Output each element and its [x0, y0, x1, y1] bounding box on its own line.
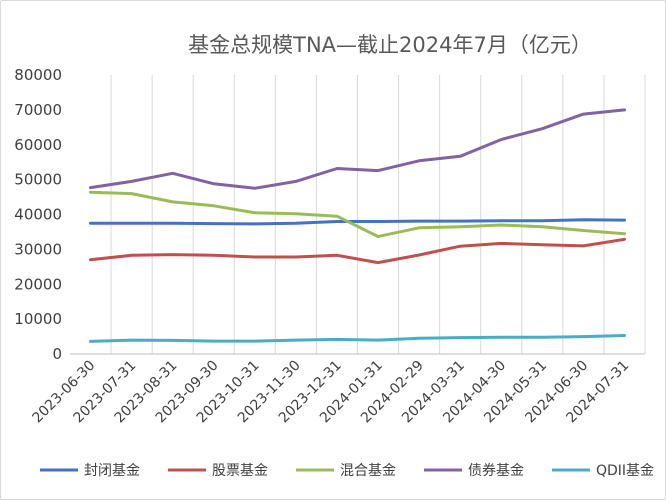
y-tick-label: 30000: [14, 240, 62, 258]
y-tick-label: 0: [52, 345, 62, 363]
legend-label: 股票基金: [212, 462, 268, 479]
series-line-混合基金: [89, 190, 626, 238]
y-tick-label: 20000: [14, 275, 62, 293]
legend: 封闭基金 股票基金 混合基金 债券基金 QDII基金: [40, 462, 654, 479]
series-line-封闭基金: [89, 218, 626, 226]
legend-label: 封闭基金: [84, 462, 140, 479]
series-lines: [89, 108, 626, 343]
y-tick-label: 10000: [14, 310, 62, 328]
y-tick-labels: 0 10000 20000 30000 40000 50000 60000 70000 8000…: [14, 66, 62, 363]
legend-label: 债券基金: [468, 462, 524, 479]
gridlines: [110, 75, 646, 354]
series-line-股票基金: [89, 237, 626, 265]
y-tick-label: 40000: [14, 206, 62, 224]
series-line-债券基金: [89, 108, 626, 190]
legend-label: 混合基金: [340, 462, 396, 479]
series-line-QDII基金: [89, 334, 626, 343]
chart-title: 基金总规模TNA—截止2024年7月（亿元）: [188, 33, 592, 57]
x-tick-labels: 2023-06-302023-07-312023-08-312023-09-30…: [30, 358, 633, 427]
y-tick-label: 70000: [14, 101, 62, 119]
y-tick-label: 80000: [14, 66, 62, 84]
y-tick-label: 60000: [14, 136, 62, 154]
y-tick-label: 50000: [14, 171, 62, 189]
legend-label: QDII基金: [596, 462, 654, 479]
